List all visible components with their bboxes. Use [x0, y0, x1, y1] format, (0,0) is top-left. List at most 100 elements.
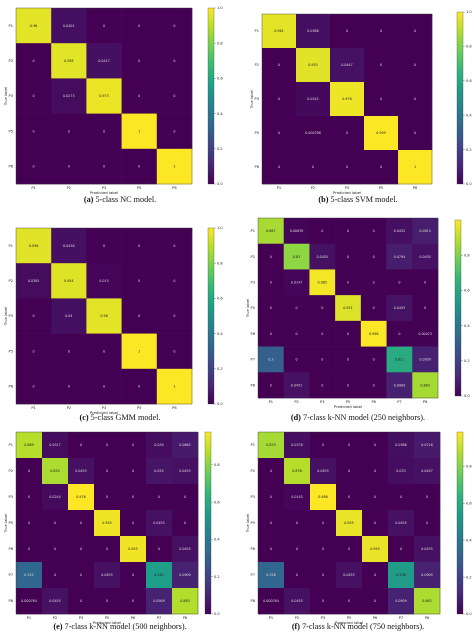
matrix-cell: [42, 510, 69, 537]
matrix-cell: [335, 372, 362, 399]
cell-value-label: 0.033: [396, 469, 405, 473]
matrix-cell: [388, 588, 415, 615]
matrix-cell: [284, 562, 311, 589]
matrix-cell: [16, 263, 52, 299]
colorbar-tick-label: 0.8: [466, 465, 472, 469]
matrix-cell: [336, 562, 363, 589]
matrix-frame: [15, 7, 193, 185]
matrix-cell: [16, 484, 43, 511]
cell-value-label: 0.0815: [419, 229, 431, 233]
cell-value-label: 0.0242: [307, 97, 319, 101]
matrix-cell: [336, 458, 363, 485]
y-tick-label: P5: [9, 521, 13, 525]
y-tick-label: P2: [251, 469, 255, 473]
matrix-cell: [296, 14, 331, 49]
cell-value-label: 0: [348, 469, 350, 473]
matrix-cell: [296, 82, 331, 117]
matrix-cell: [398, 14, 433, 49]
matrix-cell: [398, 150, 433, 185]
matrix-cell: [360, 372, 387, 399]
cell-value-label: 0: [106, 599, 108, 603]
cell-value-label: 0: [347, 280, 349, 284]
matrix-cell: [336, 536, 363, 563]
cell-value-label: 0: [33, 129, 35, 133]
cell-value-label: 0: [348, 547, 350, 551]
cell-value-label: 0: [270, 280, 272, 284]
x-axis-label: Predicted label: [90, 190, 118, 195]
cell-value-label: 0: [426, 495, 428, 499]
y-tick-label: P6: [9, 385, 14, 389]
matrix-cell: [120, 588, 147, 615]
matrix-cell: [42, 484, 69, 511]
matrix-cell: [262, 14, 297, 49]
colorbar-tick-label: 0.4: [217, 112, 223, 116]
cell-value-label: 0: [68, 349, 70, 353]
matrix-cell: [172, 432, 199, 459]
matrix-cell: [258, 346, 285, 373]
y-tick-label: P6: [9, 547, 14, 551]
y-tick-label: P2: [9, 469, 13, 473]
matrix-cell: [121, 148, 158, 185]
matrix-cell: [330, 14, 365, 49]
cell-value-label: 0: [184, 495, 186, 499]
matrix-cell: [330, 82, 365, 117]
matrix-cell: [310, 484, 337, 511]
matrix-cell: [51, 228, 87, 264]
cell-value-label: 0: [374, 599, 376, 603]
y-tick-label: P2: [251, 255, 255, 259]
cell-value-label: 0: [414, 29, 416, 33]
x-tick-label: P7: [397, 400, 401, 404]
y-tick-label: P1: [255, 29, 259, 33]
y-tick-label: P3: [9, 495, 13, 499]
y-tick-label: P5: [251, 306, 255, 310]
y-axis-label: True label: [245, 514, 250, 533]
colorbar-tick-label: 0.8: [217, 41, 223, 45]
cell-value-label: 0: [380, 29, 382, 33]
matrix-cell: [146, 536, 173, 563]
matrix-cell: [86, 8, 122, 44]
matrix-cell: [296, 48, 331, 83]
matrix-cell: [156, 113, 193, 150]
cell-value-label: 0.0909: [179, 573, 191, 577]
cell-value-label: 0.0417: [98, 59, 110, 63]
cell-value-label: 0: [54, 547, 56, 551]
cell-value-label: 0: [33, 165, 35, 169]
panel-caption-letter: (f): [292, 622, 302, 631]
cell-value-label: 0.0455: [291, 599, 303, 603]
cell-value-label: 1: [173, 385, 175, 389]
colorbar-tick-label: 0.4: [214, 538, 220, 542]
x-axis-label: Predicted label: [335, 620, 363, 625]
matrix-cell: [336, 510, 363, 537]
cell-value-label: 0: [322, 547, 324, 551]
matrix-cell: [398, 48, 433, 83]
cell-value-label: 0.0305: [28, 279, 40, 283]
colorbar-tick-label: 0.2: [464, 359, 470, 363]
cell-value-label: 0.0455: [101, 573, 113, 577]
cell-value-label: 0.3: [268, 358, 273, 362]
confusion-matrix-panel: 0.956 0.0438 0 0 0 0.0305 0.954 0.015 0 0 0 0.04 0.9…: [3, 226, 223, 422]
matrix-cell: [51, 298, 87, 334]
cell-value-label: 0: [426, 521, 428, 525]
colorbar-tick-label: 1.0: [217, 226, 223, 230]
matrix-cell: [121, 8, 158, 44]
matrix-cell: [388, 510, 415, 537]
matrix-cell: [156, 263, 193, 299]
y-tick-label: P5: [9, 349, 13, 353]
cell-value-label: 0.0447: [341, 63, 353, 67]
colorbar-tick-label: 0.2: [466, 575, 472, 579]
cell-value-label: 0.0716: [421, 443, 433, 447]
cell-value-label: 0: [374, 443, 376, 447]
cell-value-label: 0: [138, 165, 140, 169]
matrix-cell: [16, 78, 52, 114]
y-tick-label: P2: [255, 63, 259, 67]
colorbar-tick-label: 0.0: [466, 182, 472, 186]
matrix-cell: [86, 228, 122, 264]
matrix-cell: [364, 150, 399, 185]
cell-value-label: 0.0145: [291, 495, 303, 499]
panel-caption-text: 5-class NC model.: [95, 195, 156, 204]
panel-caption-text: 7-class k-NN model (750 neighbors).: [302, 622, 424, 631]
cell-value-label: 0: [54, 573, 56, 577]
matrix-cell: [16, 432, 43, 459]
cell-value-label: 0: [380, 165, 382, 169]
cell-value-label: 0: [321, 229, 323, 233]
